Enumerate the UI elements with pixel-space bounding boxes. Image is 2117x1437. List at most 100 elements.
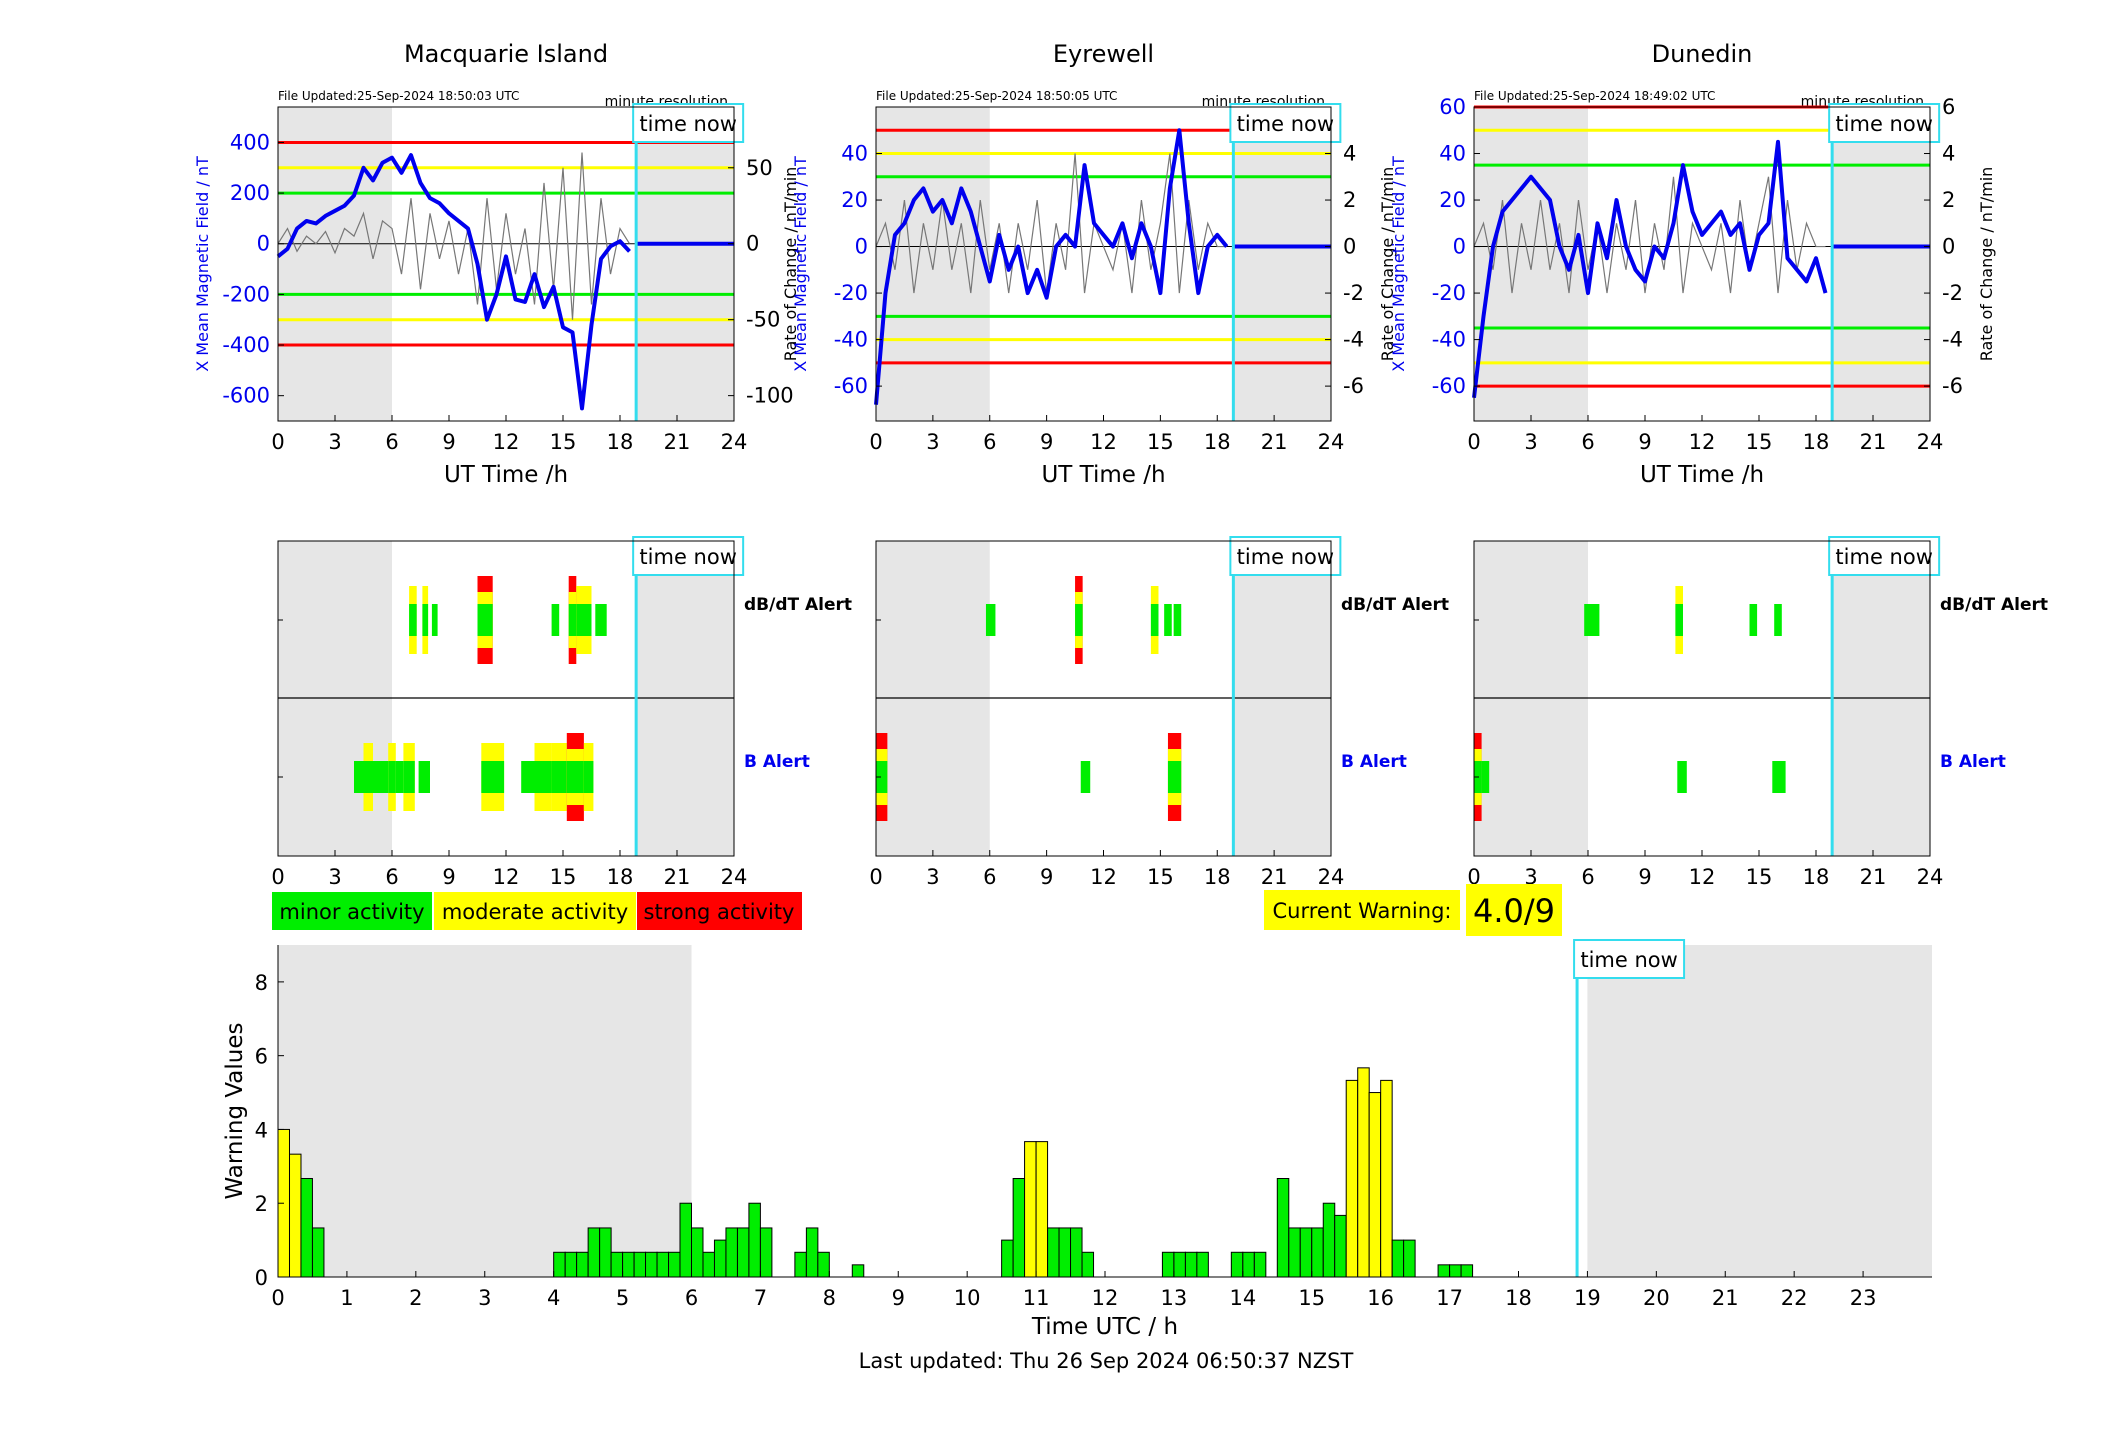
b-alert-minor-bar — [1481, 761, 1490, 793]
x-tick-label: 18 — [1803, 865, 1830, 889]
y-left-axis-label: X Mean Magnetic Field / nT — [193, 156, 212, 372]
time-now-label: time now — [639, 545, 736, 569]
x-tick-label: 11 — [1023, 1286, 1050, 1310]
station-title: Macquarie Island — [404, 40, 608, 68]
activity-legend: minor activity moderate activity strong … — [272, 892, 802, 930]
time-now-box-frame — [632, 536, 745, 576]
b-alert-label: B Alert — [1940, 752, 2006, 772]
x-tick-label: 18 — [1505, 1286, 1532, 1310]
dbdt-alert-label: dB/dT Alert — [1940, 595, 2048, 615]
dbdt-alert-minor-bar — [1164, 604, 1172, 636]
b-alert-minor-bar — [403, 761, 415, 793]
y-right-tick-label: 0 — [1343, 235, 1356, 259]
time-now-box-frame — [1229, 103, 1342, 143]
station-panel-dunedin: Dunedin File Updated:25-Sep-2024 18:49:02… — [1389, 40, 1996, 488]
x-tick-label: 9 — [1638, 865, 1651, 889]
rate-of-change-series — [875, 153, 1227, 294]
file-updated: File Updated:25-Sep-2024 18:50:03 UTC — [278, 89, 519, 103]
warning-bar — [1161, 1251, 1175, 1278]
warning-bar — [553, 1251, 566, 1278]
warning-bar — [1380, 1079, 1393, 1278]
x-tick-label: 18 — [1204, 430, 1231, 454]
y-left-tick-label: 200 — [230, 181, 270, 205]
warning-bar — [1299, 1227, 1313, 1278]
b-alert-minor-bar — [876, 761, 888, 793]
y-left-tick-label: 0 — [1453, 235, 1466, 259]
warning-bar — [1288, 1227, 1301, 1278]
field-series — [874, 128, 1229, 405]
x-tick-label: 6 — [385, 865, 398, 889]
dbdt-alert-minor-bar — [1075, 604, 1083, 636]
legend-minor-label: minor activity — [279, 900, 424, 924]
y-right-tick-label: 6 — [1942, 95, 1955, 119]
y-right-tick-label: -100 — [746, 384, 794, 408]
warning-bar — [668, 1251, 681, 1278]
y-right-tick-label: 2 — [1343, 188, 1356, 212]
x-tick-label: 24 — [1318, 430, 1345, 454]
b-alert-minor-bar — [418, 761, 430, 793]
x-tick-label: 21 — [1261, 430, 1288, 454]
b-alert-minor-bar — [583, 761, 594, 793]
x-tick-label: 24 — [721, 865, 748, 889]
time-now-label: time now — [1237, 112, 1334, 136]
station-panel-eyrewell: Eyrewell File Updated:25-Sep-2024 18:50:0… — [791, 40, 1397, 488]
last-updated: Last updated: Thu 26 Sep 2024 06:50:37 N… — [859, 1349, 1354, 1373]
dbdt-alert-label: dB/dT Alert — [1341, 595, 1449, 615]
y-left-tick-label: 20 — [841, 188, 868, 212]
alert-panel-eyrewell: time now dB/dT Alert B Alert 0 3 6 9 12 15 18 21 24 — [869, 536, 1449, 889]
x-tick-label: 3 — [1524, 430, 1537, 454]
x-tick-label: 14 — [1229, 1286, 1256, 1310]
x-tick-label: 9 — [442, 865, 455, 889]
dbdt-alert-minor-bar — [409, 604, 417, 636]
y-right-axis-label: Rate of Change / nT/min — [781, 167, 800, 362]
warning-bar — [1173, 1251, 1186, 1278]
x-tick-label: 8 — [823, 1286, 836, 1310]
station-title: Dunedin — [1652, 40, 1753, 68]
y-tick-label: 8 — [255, 971, 268, 995]
x-tick-label: 12 — [493, 865, 520, 889]
y-axis-label: Warning Values — [222, 1022, 248, 1199]
dbdt-alert-minor-bar — [1584, 604, 1600, 636]
b-alert-minor-bar — [395, 761, 404, 793]
warning-bar — [1391, 1239, 1405, 1278]
dbdt-alert-minor-bar — [568, 604, 577, 636]
x-tick-label: 7 — [754, 1286, 767, 1310]
x-tick-label: 4 — [547, 1286, 560, 1310]
b-alert-minor-bar — [388, 761, 396, 793]
y-left-tick-label: -40 — [834, 328, 868, 352]
x-axis-label: UT Time /h — [1041, 462, 1165, 488]
x-tick-label: 20 — [1643, 1286, 1670, 1310]
x-tick-label: 3 — [926, 430, 939, 454]
warning-bar — [300, 1178, 313, 1278]
time-now-label: time now — [1835, 545, 1932, 569]
dbdt-alert-minor-bar — [431, 604, 438, 636]
y-tick-label: 4 — [255, 1118, 268, 1142]
dbdt-alert-minor-bar — [1150, 604, 1159, 636]
y-right-tick-label: 0 — [1942, 235, 1955, 259]
x-axis-label: UT Time /h — [1640, 462, 1764, 488]
current-warning: Current Warning: 4.0/9 — [1264, 884, 1562, 936]
x-tick-label: 9 — [892, 1286, 905, 1310]
b-alert-minor-bar — [1167, 761, 1182, 793]
y-right-tick-label: 50 — [746, 156, 773, 180]
x-tick-label: 9 — [1040, 430, 1053, 454]
x-tick-label: 12 — [1092, 1286, 1119, 1310]
x-tick-label: 24 — [721, 430, 748, 454]
time-now-box: time now — [1229, 103, 1342, 143]
x-tick-label: 24 — [1917, 865, 1944, 889]
station-title: Eyrewell — [1053, 40, 1154, 68]
y-right-axis-label: Rate of Change / nT/min — [1378, 167, 1397, 362]
y-right-tick-label: -6 — [1942, 374, 1963, 398]
y-right-tick-label: 2 — [1942, 188, 1955, 212]
time-now-box-frame — [1573, 939, 1686, 979]
warning-bar — [702, 1251, 715, 1278]
x-tick-label: 12 — [1689, 865, 1716, 889]
warning-bar — [564, 1251, 578, 1278]
x-axis-label: UT Time /h — [444, 462, 568, 488]
warning-bar — [1001, 1239, 1014, 1278]
time-now-box: time now — [1229, 536, 1342, 576]
warning-bar — [805, 1227, 819, 1278]
x-tick-label: 18 — [1803, 430, 1830, 454]
warning-bar — [736, 1227, 750, 1278]
y-tick-label: 6 — [255, 1045, 268, 1069]
